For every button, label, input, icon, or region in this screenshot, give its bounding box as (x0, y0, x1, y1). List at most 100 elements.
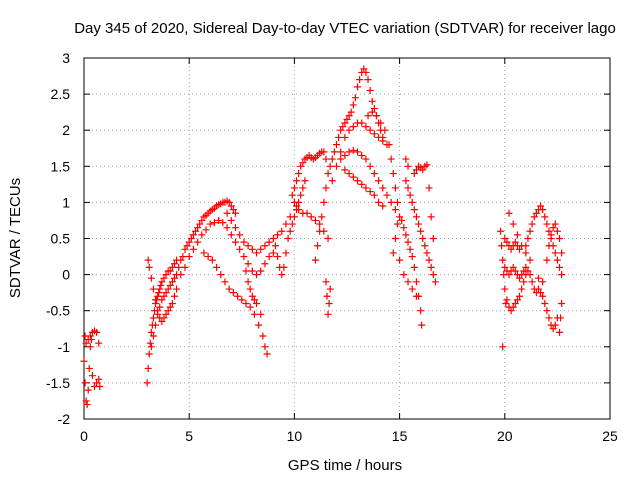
data-point (408, 285, 416, 293)
data-point (196, 220, 204, 228)
y-tick-label: 1 (62, 194, 70, 210)
data-point (189, 245, 197, 253)
data-point (149, 285, 157, 293)
data-point (415, 220, 423, 228)
data-point (332, 162, 340, 170)
data-point (345, 112, 353, 120)
data-point (155, 289, 163, 297)
data-point (417, 307, 425, 315)
data-point (271, 242, 279, 250)
data-point (360, 65, 368, 73)
data-point (499, 343, 507, 351)
data-point (368, 108, 376, 116)
data-point (320, 198, 328, 206)
data-point (391, 235, 399, 242)
data-point (362, 123, 370, 131)
data-point (341, 151, 349, 159)
data-point (164, 285, 172, 293)
data-point (339, 123, 347, 131)
data-point (253, 271, 261, 279)
data-point (265, 253, 273, 261)
x-tick-label: 25 (602, 428, 618, 444)
y-tick-label: 1.5 (51, 158, 71, 174)
data-point (351, 94, 359, 102)
data-point (213, 263, 221, 271)
data-point (558, 249, 566, 257)
data-point (547, 231, 555, 239)
data-point (343, 115, 351, 123)
data-point (246, 303, 254, 311)
data-point (362, 184, 370, 192)
data-point (539, 206, 547, 214)
data-point (387, 155, 395, 163)
data-point (539, 278, 547, 286)
data-point (412, 166, 420, 174)
data-point (358, 151, 366, 159)
data-point (248, 292, 256, 300)
data-point (406, 245, 414, 253)
y-tick-label: -1.5 (46, 375, 70, 391)
data-point (158, 278, 166, 286)
data-point (221, 278, 229, 286)
data-point (154, 310, 162, 318)
data-point (522, 249, 530, 257)
x-tick-labels: 0 5 10 15 20 25 (80, 428, 618, 444)
data-point (173, 285, 181, 293)
data-point (324, 170, 332, 178)
data-point (210, 219, 218, 227)
data-point (282, 249, 290, 257)
data-point (366, 86, 374, 94)
chart-title: Day 345 of 2020, Sidereal Day-to-day VTE… (74, 20, 616, 37)
data-point (358, 119, 366, 127)
data-point (250, 296, 258, 304)
data-point (162, 289, 170, 297)
data-point (381, 126, 389, 134)
data-point (82, 339, 90, 347)
data-point (541, 213, 549, 221)
data-point (293, 202, 301, 210)
data-point (377, 119, 385, 127)
data-point (393, 220, 401, 228)
data-point (404, 278, 412, 286)
data-point (541, 299, 549, 307)
data-point (284, 235, 292, 242)
data-point (556, 328, 564, 336)
data-point (368, 97, 376, 105)
data-point (257, 267, 265, 275)
data-point (261, 242, 269, 250)
data-point (543, 256, 551, 264)
data-point (261, 260, 269, 268)
data-point (534, 285, 542, 293)
data-point (255, 321, 263, 329)
data-point (168, 263, 176, 271)
data-point (375, 177, 383, 185)
x-tick-label: 15 (392, 428, 408, 444)
data-point (543, 220, 551, 228)
data-point (236, 245, 244, 253)
data-point (84, 336, 92, 344)
data-point (505, 271, 513, 279)
data-point (379, 137, 387, 145)
data-point (362, 68, 370, 76)
data-point (248, 245, 256, 253)
data-point (345, 126, 353, 134)
data-point (522, 271, 530, 279)
data-point (387, 198, 395, 206)
data-point (177, 256, 185, 264)
data-point (549, 325, 557, 333)
data-point (526, 227, 534, 235)
data-point (553, 256, 561, 264)
data-point (410, 206, 418, 214)
data-point (187, 235, 195, 242)
data-point (551, 321, 559, 329)
data-point (194, 238, 202, 246)
data-point (158, 318, 166, 326)
data-point (244, 278, 252, 286)
data-point (240, 238, 248, 246)
data-point (168, 299, 176, 307)
data-point (244, 260, 252, 268)
data-point (295, 206, 303, 214)
y-axis-label: SDTVAR / TECUs (7, 178, 24, 298)
data-point (501, 263, 509, 271)
